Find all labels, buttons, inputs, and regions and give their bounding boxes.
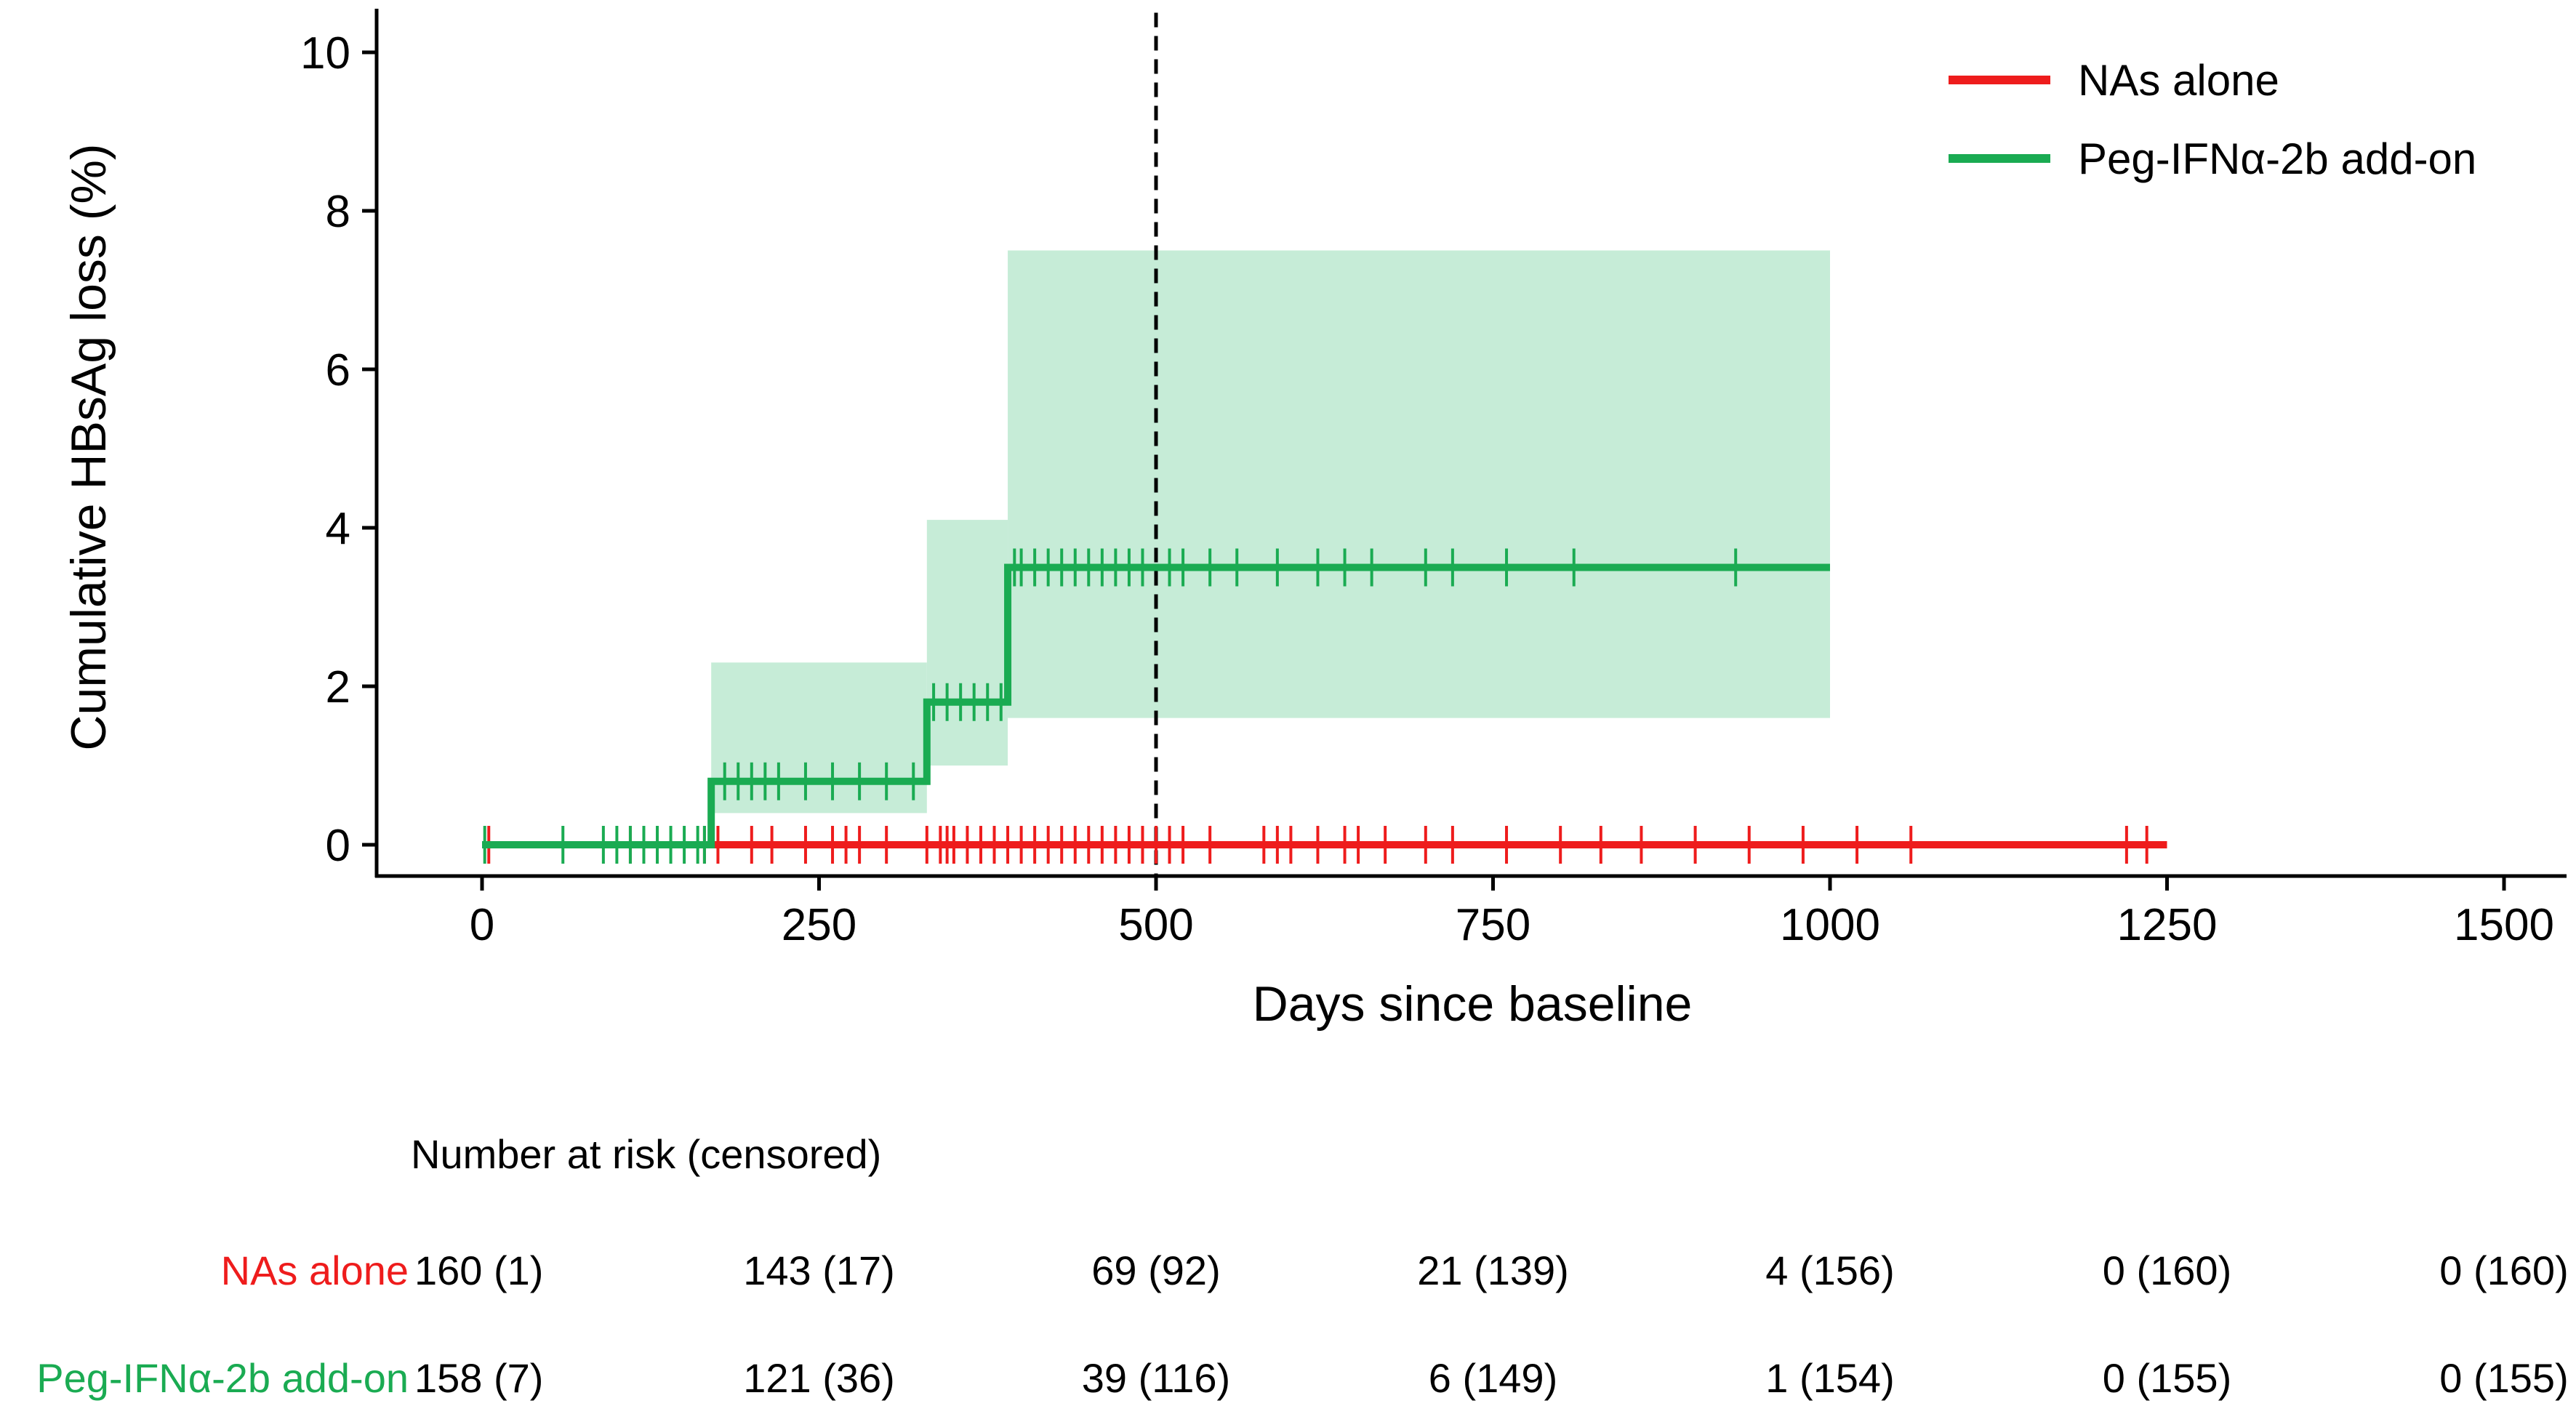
- confidence-band-layer: [711, 250, 1830, 814]
- risk-row-label-peg-ifn: Peg-IFNα-2b add-on: [36, 1355, 409, 1401]
- risk-value-peg-ifn: 158 (7): [414, 1355, 543, 1401]
- ci-band-1: [926, 520, 1008, 766]
- y-tick-label: 2: [326, 662, 350, 712]
- legend: NAs alone Peg-IFNα-2b add-on: [1949, 56, 2476, 183]
- risk-value-peg-ifn: 1 (154): [1765, 1355, 1894, 1401]
- ci-band-0: [711, 662, 927, 814]
- risk-row-label-nas-alone: NAs alone: [221, 1248, 409, 1293]
- x-tick-label: 1250: [2117, 900, 2218, 950]
- y-tick-label: 8: [326, 187, 350, 237]
- y-tick-label: 6: [326, 345, 350, 395]
- axes-layer: 0 2 4 6 8 10 0 250 500 750 1000 1250 1500: [300, 9, 2567, 950]
- risk-value-peg-ifn: 6 (149): [1429, 1355, 1557, 1401]
- risk-table: Number at risk (censored) NAs alone Peg-…: [36, 1131, 2568, 1401]
- series-line-peg-ifn: [482, 563, 1830, 848]
- risk-values: 160 (1) 143 (17) 69 (92) 21 (139) 4 (156) 0 (…: [414, 1248, 2569, 1401]
- risk-value-nas-alone: 0 (160): [2439, 1248, 2568, 1293]
- y-tick-label: 0: [326, 821, 350, 871]
- risk-value-nas-alone: 160 (1): [414, 1248, 543, 1293]
- risk-value-peg-ifn: 39 (116): [1082, 1355, 1230, 1401]
- risk-table-title: Number at risk (censored): [411, 1131, 881, 1177]
- ci-band-2: [1008, 250, 1830, 718]
- x-tick-label: 1500: [2454, 900, 2554, 950]
- series-layer: [482, 548, 2167, 864]
- risk-value-nas-alone: 21 (139): [1417, 1248, 1569, 1293]
- x-tick-label: 750: [1456, 900, 1530, 950]
- x-tick-label: 250: [782, 900, 856, 950]
- x-tick-label: 500: [1118, 900, 1193, 950]
- x-tick-label: 0: [470, 900, 494, 950]
- legend-label-nas-alone: NAs alone: [2078, 56, 2279, 105]
- y-tick-label: 10: [300, 28, 350, 79]
- risk-value-peg-ifn: 0 (155): [2103, 1355, 2231, 1401]
- risk-value-peg-ifn: 0 (155): [2439, 1355, 2568, 1401]
- risk-value-nas-alone: 0 (160): [2103, 1248, 2231, 1293]
- risk-value-nas-alone: 4 (156): [1765, 1248, 1894, 1293]
- risk-value-nas-alone: 69 (92): [1091, 1248, 1220, 1293]
- x-tick-label: 1000: [1780, 900, 1880, 950]
- y-axis-title: Cumulative HBsAg loss (%): [61, 143, 116, 750]
- x-axis-title: Days since baseline: [1253, 976, 1693, 1032]
- risk-value-nas-alone: 143 (17): [743, 1248, 895, 1293]
- risk-value-peg-ifn: 121 (36): [743, 1355, 895, 1401]
- y-tick-label: 4: [326, 504, 350, 554]
- plot-area: 0 2 4 6 8 10 0 250 500 750 1000 1250 1500: [300, 9, 2567, 950]
- legend-label-peg-ifn: Peg-IFNα-2b add-on: [2078, 134, 2476, 183]
